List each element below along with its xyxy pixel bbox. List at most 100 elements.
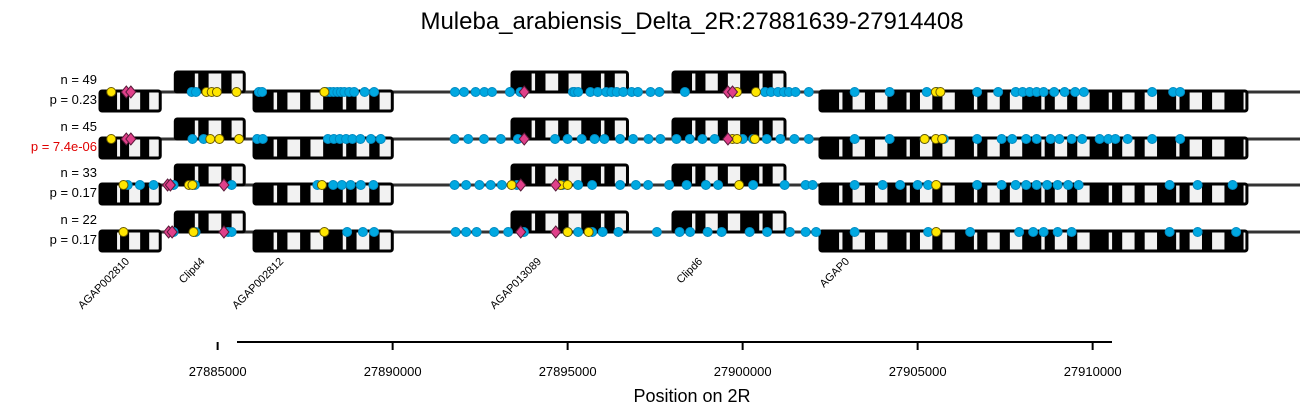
snp-point xyxy=(1164,227,1175,237)
snp-point xyxy=(803,87,814,97)
gene-label: AGAP013089 xyxy=(488,256,544,312)
exon xyxy=(346,185,357,203)
snp-point xyxy=(895,180,906,190)
exon xyxy=(100,185,118,203)
snp-point xyxy=(800,227,811,237)
snp-point xyxy=(369,87,380,97)
exon xyxy=(1044,185,1055,203)
yellow-snp-point xyxy=(214,134,225,144)
exon xyxy=(604,213,615,231)
snp-point xyxy=(365,134,376,144)
exon xyxy=(887,139,907,157)
exon xyxy=(762,120,773,138)
exon xyxy=(300,92,311,110)
exon xyxy=(198,213,209,231)
exon xyxy=(1112,92,1123,110)
exon xyxy=(604,120,615,138)
exon xyxy=(954,185,974,203)
snp-point xyxy=(1052,180,1063,190)
snp-point xyxy=(573,180,584,190)
exon xyxy=(323,185,343,203)
snp-point xyxy=(1038,87,1049,97)
exon xyxy=(175,166,195,184)
exon xyxy=(977,92,988,110)
exon xyxy=(740,73,760,91)
exon xyxy=(1157,139,1177,157)
yellow-snp-point xyxy=(316,180,327,190)
exon xyxy=(695,213,706,231)
snp-point xyxy=(463,134,474,144)
exon xyxy=(277,92,288,110)
yellow-snp-point xyxy=(919,134,930,144)
exon xyxy=(346,139,357,157)
exon xyxy=(120,139,130,157)
snp-point xyxy=(369,227,380,237)
snp-point xyxy=(495,134,506,144)
snp-point xyxy=(257,87,268,97)
exon xyxy=(954,92,974,110)
snp-point xyxy=(355,134,366,144)
yellow-snp-point xyxy=(506,180,517,190)
exon xyxy=(819,92,840,110)
pink-diamond-point xyxy=(515,225,527,239)
snp-point xyxy=(573,87,584,97)
yellow-snp-point xyxy=(937,134,948,144)
n-label: n = 33 xyxy=(60,165,97,180)
exon xyxy=(175,73,195,91)
exon xyxy=(999,185,1010,203)
snp-point xyxy=(807,180,818,190)
exon xyxy=(1224,92,1244,110)
exon xyxy=(1089,139,1109,157)
p-value-label: p = 0.23 xyxy=(50,92,97,107)
snp-point xyxy=(651,227,662,237)
exon xyxy=(140,185,150,203)
snp-point xyxy=(576,134,587,144)
exon xyxy=(1201,139,1213,157)
exon xyxy=(346,232,357,250)
snp-point xyxy=(349,87,360,97)
snp-point xyxy=(1028,227,1039,237)
exon xyxy=(819,139,840,157)
exon xyxy=(842,139,853,157)
exon xyxy=(558,166,569,184)
track-row: n = 33 p = 0.17 xyxy=(50,163,1300,206)
snp-point xyxy=(645,87,656,97)
exon xyxy=(932,232,943,250)
x-tick-label: 27905000 xyxy=(889,364,947,379)
snp-point xyxy=(257,134,268,144)
pink-diamond-point xyxy=(166,225,178,239)
gene-label: Clipd6 xyxy=(675,256,706,287)
yellow-snp-point xyxy=(106,87,117,97)
snp-point xyxy=(449,180,460,190)
snp-point xyxy=(461,227,472,237)
exon xyxy=(819,185,840,203)
exon xyxy=(740,213,760,231)
snp-point xyxy=(972,180,983,190)
gene-labels-group: AGAP002810 Clipd4 AGAP002812 AGAP013089 Clip… xyxy=(76,256,852,312)
exon xyxy=(198,73,209,91)
exon xyxy=(369,92,380,110)
exon xyxy=(1112,139,1123,157)
exon xyxy=(535,120,546,138)
snp-point xyxy=(700,180,711,190)
exon xyxy=(277,185,288,203)
snp-point xyxy=(1231,227,1242,237)
exon xyxy=(762,213,773,231)
snp-point xyxy=(849,227,860,237)
snp-point xyxy=(912,180,923,190)
exon xyxy=(887,92,907,110)
yellow-snp-point xyxy=(583,227,594,237)
pink-diamond-point xyxy=(518,85,530,99)
exon xyxy=(1067,232,1078,250)
exon xyxy=(1112,232,1123,250)
snp-point xyxy=(630,180,641,190)
exon xyxy=(999,232,1010,250)
exon xyxy=(909,232,920,250)
exon xyxy=(954,139,974,157)
snp-point xyxy=(643,134,654,144)
yellow-snp-point xyxy=(188,227,199,237)
exon xyxy=(1224,139,1244,157)
pink-diamond-point xyxy=(125,132,137,146)
snp-point xyxy=(355,180,366,190)
exon xyxy=(254,185,274,203)
